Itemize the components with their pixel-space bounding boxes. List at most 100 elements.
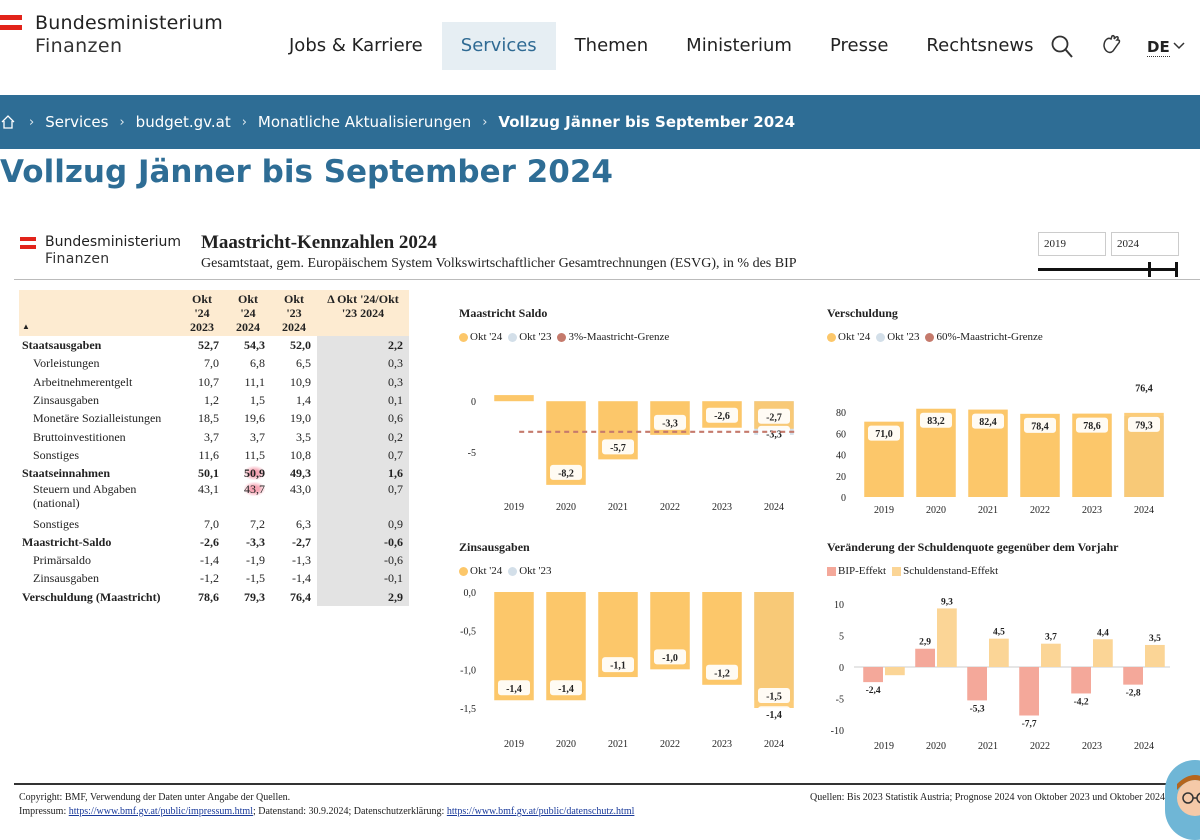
nav-jobs[interactable]: Jobs & Karriere <box>270 22 442 70</box>
table-row[interactable]: Verschuldung (Maastricht) 78,6 79,3 76,4 2,9 <box>19 588 409 606</box>
breadcrumb-budget[interactable]: budget.gv.at <box>136 113 231 131</box>
cell-delta: -0,1 <box>317 569 409 587</box>
row-label: Sonstiges <box>19 514 179 532</box>
table-row[interactable]: Bruttoinvestitionen 3,7 3,7 3,5 0,2 <box>19 427 409 445</box>
cell-delta: 2,9 <box>317 588 409 606</box>
breadcrumb-monatliche[interactable]: Monatliche Aktualisierungen <box>258 113 471 131</box>
nav-services[interactable]: Services <box>442 22 556 70</box>
highlight-mark: 43,7 <box>244 482 265 496</box>
legend-item-okt23[interactable]: Okt '23 <box>508 331 551 343</box>
col-header-delta[interactable]: Δ Okt '24/Okt '23 2024 <box>317 290 409 336</box>
sign-language-icon[interactable] <box>1100 34 1122 58</box>
sort-header[interactable]: ▲ <box>19 290 179 336</box>
legend-item-bip[interactable]: BIP-Effekt <box>827 565 886 577</box>
row-label: Sonstiges <box>19 446 179 464</box>
data-label-schuldenstand: 3,7 <box>1045 633 1057 643</box>
bar-bip-effekt <box>1123 667 1143 685</box>
cell-delta: -0,6 <box>317 533 409 551</box>
cell-okt23-2024: 43,0 <box>271 482 317 514</box>
cell-okt23-2024: 49,3 <box>271 464 317 482</box>
chevron-down-icon[interactable] <box>1172 40 1186 52</box>
legend-item-okt23[interactable]: Okt '23 <box>876 331 919 343</box>
legend-item-okt23[interactable]: Okt '23 <box>508 565 551 577</box>
cell-okt23-2024: 6,5 <box>271 354 317 372</box>
row-label: Primärsaldo <box>19 551 179 569</box>
search-icon[interactable] <box>1050 34 1074 60</box>
table-row[interactable]: Vorleistungen 7,0 6,8 6,5 0,3 <box>19 354 409 372</box>
year-from-input[interactable]: 2019 <box>1038 232 1106 256</box>
legend-item-grenze[interactable]: 3%-Maastricht-Grenze <box>557 331 669 343</box>
impressum-link[interactable]: https://www.bmf.gv.at/public/impressum.h… <box>69 806 253 817</box>
col-header-okt23-2024[interactable]: Okt '23 2024 <box>271 290 317 336</box>
cell-okt24-2024: 1,5 <box>225 391 271 409</box>
cell-okt23-2024: 3,5 <box>271 427 317 445</box>
y-tick-label: -0,5 <box>460 627 476 638</box>
footer-copyright: Copyright: BMF, Verwendung der Daten unt… <box>19 792 290 803</box>
legend-item-okt24[interactable]: Okt '24 <box>827 331 870 343</box>
row-label: Vorleistungen <box>19 354 179 372</box>
nav-ministerium[interactable]: Ministerium <box>667 22 811 70</box>
kennzahlen-table: ▲ Okt '24 2023 Okt '24 2024 Okt '23 2024 Δ Okt… <box>19 290 409 606</box>
table-row[interactable]: Primärsaldo -1,4 -1,9 -1,3 -0,6 <box>19 551 409 569</box>
y-tick-label: -10 <box>831 726 844 737</box>
nav-themen[interactable]: Themen <box>556 22 668 70</box>
legend-quote: BIP-Effekt Schuldenstand-Effekt <box>827 565 998 577</box>
logo-line2: Finanzen <box>35 35 122 57</box>
x-tick-label: 2019 <box>874 505 894 516</box>
legend-schulden: Okt '24 Okt '23 60%-Maastricht-Grenze <box>827 331 1043 343</box>
x-tick-label: 2024 <box>1134 505 1154 516</box>
year-to-input[interactable]: 2024 <box>1111 232 1179 256</box>
table-row[interactable]: Staatsausgaben 52,7 54,3 52,0 2,2 <box>19 336 409 354</box>
language-selector[interactable]: DE <box>1147 38 1170 57</box>
x-tick-label: 2022 <box>1030 741 1050 752</box>
breadcrumb-current: Vollzug Jänner bis September 2024 <box>498 113 795 131</box>
x-tick-label: 2020 <box>926 505 946 516</box>
breadcrumb-services[interactable]: Services <box>45 113 108 131</box>
col-header-okt24-2024[interactable]: Okt '24 2024 <box>225 290 271 336</box>
sort-up-icon[interactable]: ▲ <box>22 322 30 331</box>
nav-presse[interactable]: Presse <box>811 22 907 70</box>
legend-item-okt24[interactable]: Okt '24 <box>459 565 502 577</box>
cell-okt24-2023: 52,7 <box>179 336 225 354</box>
table-row[interactable]: Steuern und Abgaben (national) 43,1 43,7 43… <box>19 482 409 514</box>
nav-rechtsnews[interactable]: Rechtsnews <box>907 22 1052 70</box>
avatar[interactable] <box>1165 760 1200 840</box>
home-icon[interactable] <box>0 114 18 130</box>
table-row[interactable]: Staatseinnahmen 50,1 50,9 49,3 1,6 <box>19 464 409 482</box>
row-label: Maastricht-Saldo <box>19 533 179 551</box>
table-row[interactable]: Sonstiges 7,0 7,2 6,3 0,9 <box>19 514 409 532</box>
legend-item-grenze[interactable]: 60%-Maastricht-Grenze <box>925 331 1042 343</box>
cell-okt23-2024: 52,0 <box>271 336 317 354</box>
legend-item-okt24[interactable]: Okt '24 <box>459 331 502 343</box>
chart-title-quote: Veränderung der Schuldenquote gegenüber … <box>827 540 1118 555</box>
chart-title-schulden: Verschuldung <box>827 306 898 321</box>
year-range-slider[interactable] <box>1038 268 1178 271</box>
table-row[interactable]: Sonstiges 11,6 11,5 10,8 0,7 <box>19 446 409 464</box>
datenschutz-link[interactable]: https://www.bmf.gv.at/public/datenschutz… <box>447 806 635 817</box>
table-row[interactable]: Maastricht-Saldo -2,6 -3,3 -2,7 -0,6 <box>19 533 409 551</box>
table-row[interactable]: Monetäre Sozialleistungen 18,5 19,6 19,0 0,6 <box>19 409 409 427</box>
table-row[interactable]: Arbeitnehmerentgelt 10,7 11,1 10,9 0,3 <box>19 373 409 391</box>
dashboard-title: Maastricht-Kennzahlen 2024 <box>201 232 437 254</box>
cell-okt24-2024: -3,3 <box>225 533 271 551</box>
chevron-right-icon: › <box>29 115 34 130</box>
col-header-okt24-2023[interactable]: Okt '24 2023 <box>179 290 225 336</box>
table-row[interactable]: Zinsausgaben 1,2 1,5 1,4 0,1 <box>19 391 409 409</box>
legend-item-schuldenstand[interactable]: Schuldenstand-Effekt <box>892 565 998 577</box>
row-label: Monetäre Sozialleistungen <box>19 409 179 427</box>
cell-okt24-2023: 7,0 <box>179 354 225 372</box>
row-label: Arbeitnehmerentgelt <box>19 373 179 391</box>
legend-zins: Okt '24 Okt '23 <box>459 565 551 577</box>
table-row[interactable]: Zinsausgaben -1,2 -1,5 -1,4 -0,1 <box>19 569 409 587</box>
cell-okt24-2023: 78,6 <box>179 588 225 606</box>
cell-okt24-2023: 3,7 <box>179 427 225 445</box>
cell-okt23-2024: 10,9 <box>271 373 317 391</box>
data-label: 78,6 <box>1083 421 1101 432</box>
cell-okt24-2023: -1,4 <box>179 551 225 569</box>
data-label-schuldenstand: 3,5 <box>1149 634 1161 644</box>
slider-handle-from[interactable] <box>1148 262 1151 277</box>
y-tick-label: -5 <box>836 695 844 706</box>
slider-handle-to[interactable] <box>1175 262 1178 277</box>
y-tick-label: 0 <box>471 397 476 408</box>
cell-okt23-2024: 6,3 <box>271 514 317 532</box>
